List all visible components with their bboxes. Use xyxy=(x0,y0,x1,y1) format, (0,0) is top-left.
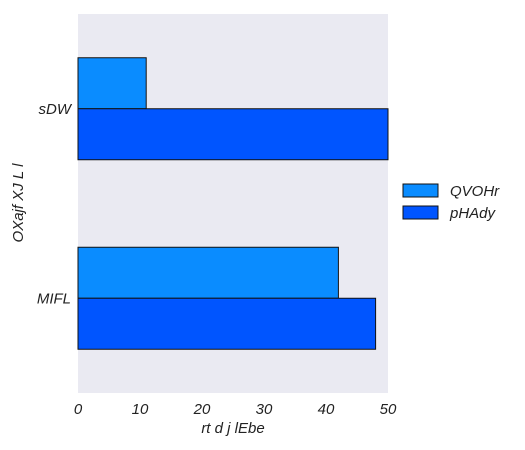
bar-QVOHr-MIFL xyxy=(77,246,339,299)
y-tick-label-sDW: sDW xyxy=(39,101,73,118)
x-tick-label-50: 50 xyxy=(380,401,397,418)
x-axis-label: rt d j lEbe xyxy=(201,420,264,437)
y-axis-label: OXajf XJ L l xyxy=(10,163,27,243)
bar-pHAdy-MIFL xyxy=(77,297,377,350)
legend-swatch-QVOHr xyxy=(402,183,439,198)
y-tick-label-MIFL: MIFL xyxy=(37,290,71,307)
bar-QVOHr-sDW xyxy=(77,57,147,110)
legend-swatch-pHAdy xyxy=(402,205,439,220)
x-tick-label-30: 30 xyxy=(256,401,273,418)
legend: QVOHr pHAdy xyxy=(402,183,500,222)
legend-label-pHAdy: pHAdy xyxy=(449,205,497,222)
x-tick-label-40: 40 xyxy=(318,401,335,418)
x-tick-labels: 0 10 20 30 40 50 xyxy=(74,401,397,418)
x-tick-label-0: 0 xyxy=(74,401,83,418)
bars-group xyxy=(77,57,389,350)
x-tick-label-10: 10 xyxy=(132,401,149,418)
legend-label-QVOHr: QVOHr xyxy=(450,183,500,200)
x-tick-label-20: 20 xyxy=(193,401,211,418)
bar-pHAdy-sDW xyxy=(77,108,389,161)
y-tick-labels: sDW MIFL xyxy=(37,101,73,308)
